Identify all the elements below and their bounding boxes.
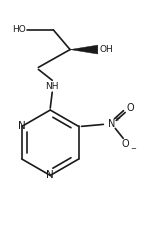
Text: OH: OH bbox=[100, 45, 114, 54]
Polygon shape bbox=[70, 45, 98, 54]
Text: O: O bbox=[126, 103, 134, 112]
Text: O: O bbox=[121, 139, 129, 149]
Text: N: N bbox=[108, 119, 115, 129]
Text: +: + bbox=[114, 116, 120, 122]
Text: N: N bbox=[46, 170, 54, 180]
Text: −: − bbox=[130, 146, 136, 152]
Text: NH: NH bbox=[45, 82, 59, 91]
Text: HO: HO bbox=[12, 25, 25, 34]
Text: N: N bbox=[18, 121, 26, 131]
